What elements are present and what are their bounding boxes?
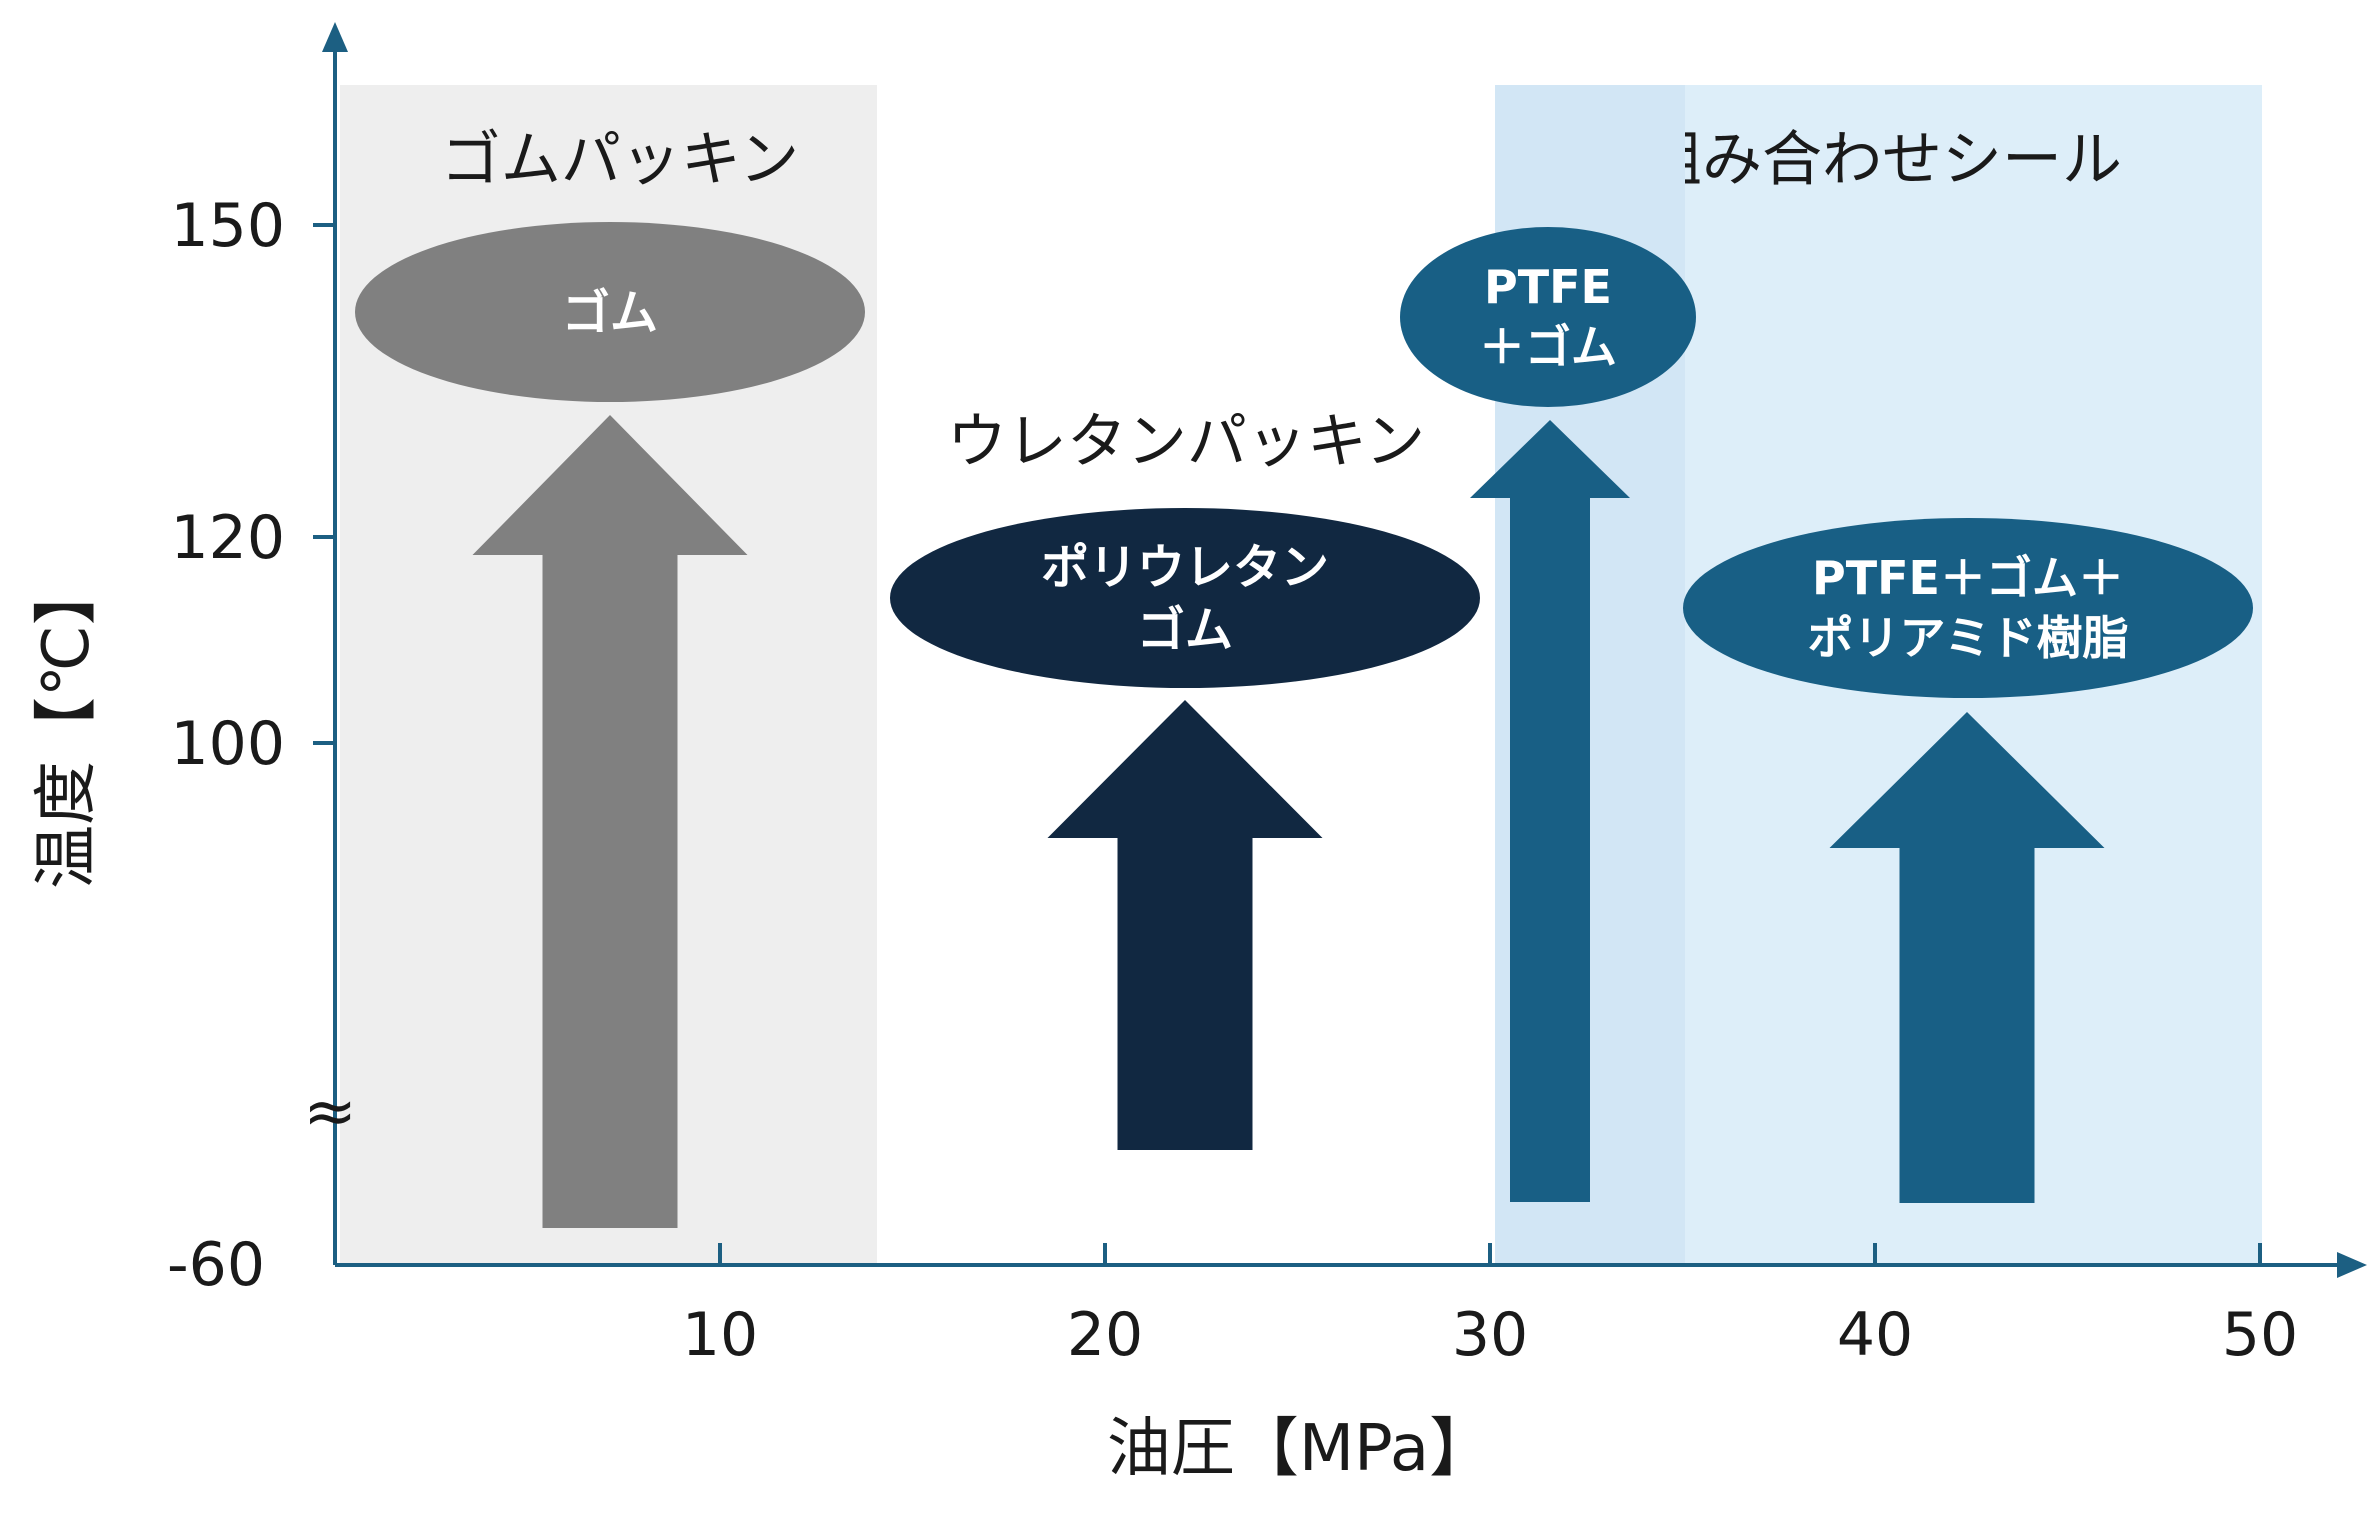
blob-label-rubber-0: ゴム [562, 285, 658, 341]
arrow-rubber [472, 415, 748, 1228]
x-axis-arrowhead [2337, 1252, 2367, 1278]
y-tick-label--60: -60 [167, 1230, 265, 1300]
blob-label-ptfe-rubber-polyamide-0: PTFE＋ゴム＋ [1812, 551, 2124, 605]
blob-ptfe-rubber [1400, 227, 1696, 407]
blob-label-ptfe-rubber-0: PTFE [1484, 260, 1612, 314]
arrow-polyurethane-rubber [1047, 700, 1323, 1150]
y-axis-arrowhead [322, 22, 348, 52]
region-label-urethane-packing: ウレタンパッキン [947, 407, 1425, 477]
y-axis-break-symbol: ≈ [303, 1075, 357, 1149]
blob-label-polyurethane-rubber-1: ゴム [1137, 602, 1233, 658]
blob-rubber [355, 222, 865, 402]
y-tick-label-150: 150 [170, 191, 285, 261]
x-tick-label-50: 50 [2222, 1300, 2298, 1370]
x-tick-label-10: 10 [682, 1300, 758, 1370]
x-tick-label-30: 30 [1452, 1300, 1528, 1370]
blob-label-polyurethane-rubber-0: ポリウレタン [1041, 540, 1329, 596]
arrow-ptfe-rubber [1470, 420, 1630, 1202]
blob-ptfe-rubber-polyamide [1683, 518, 2253, 698]
x-tick-label-20: 20 [1067, 1300, 1143, 1370]
blob-label-ptfe-rubber-polyamide-1: ポリアミド樹脂 [1807, 611, 2128, 665]
x-tick-label-40: 40 [1837, 1300, 1913, 1370]
blob-polyurethane-rubber [890, 508, 1480, 688]
arrow-ptfe-rubber-polyamide [1829, 712, 2105, 1203]
region-label-combo-seal: 組み合わせシール [1642, 125, 2122, 195]
y-tick-label-100: 100 [170, 709, 285, 779]
blob-label-ptfe-rubber-1: ＋ゴム [1479, 320, 1617, 374]
axes-layer: 10 20 30 40 50 -60 100 120 150 ≈ 油圧【MPa】 温度【℃】 [30, 22, 2367, 1486]
y-axis-label: 温度【℃】 [30, 561, 104, 889]
y-tick-label-120: 120 [170, 503, 285, 573]
x-axis-label: 油圧【MPa】 [1107, 1412, 1493, 1486]
region-label-rubber-packing: ゴムパッキン [441, 125, 799, 195]
